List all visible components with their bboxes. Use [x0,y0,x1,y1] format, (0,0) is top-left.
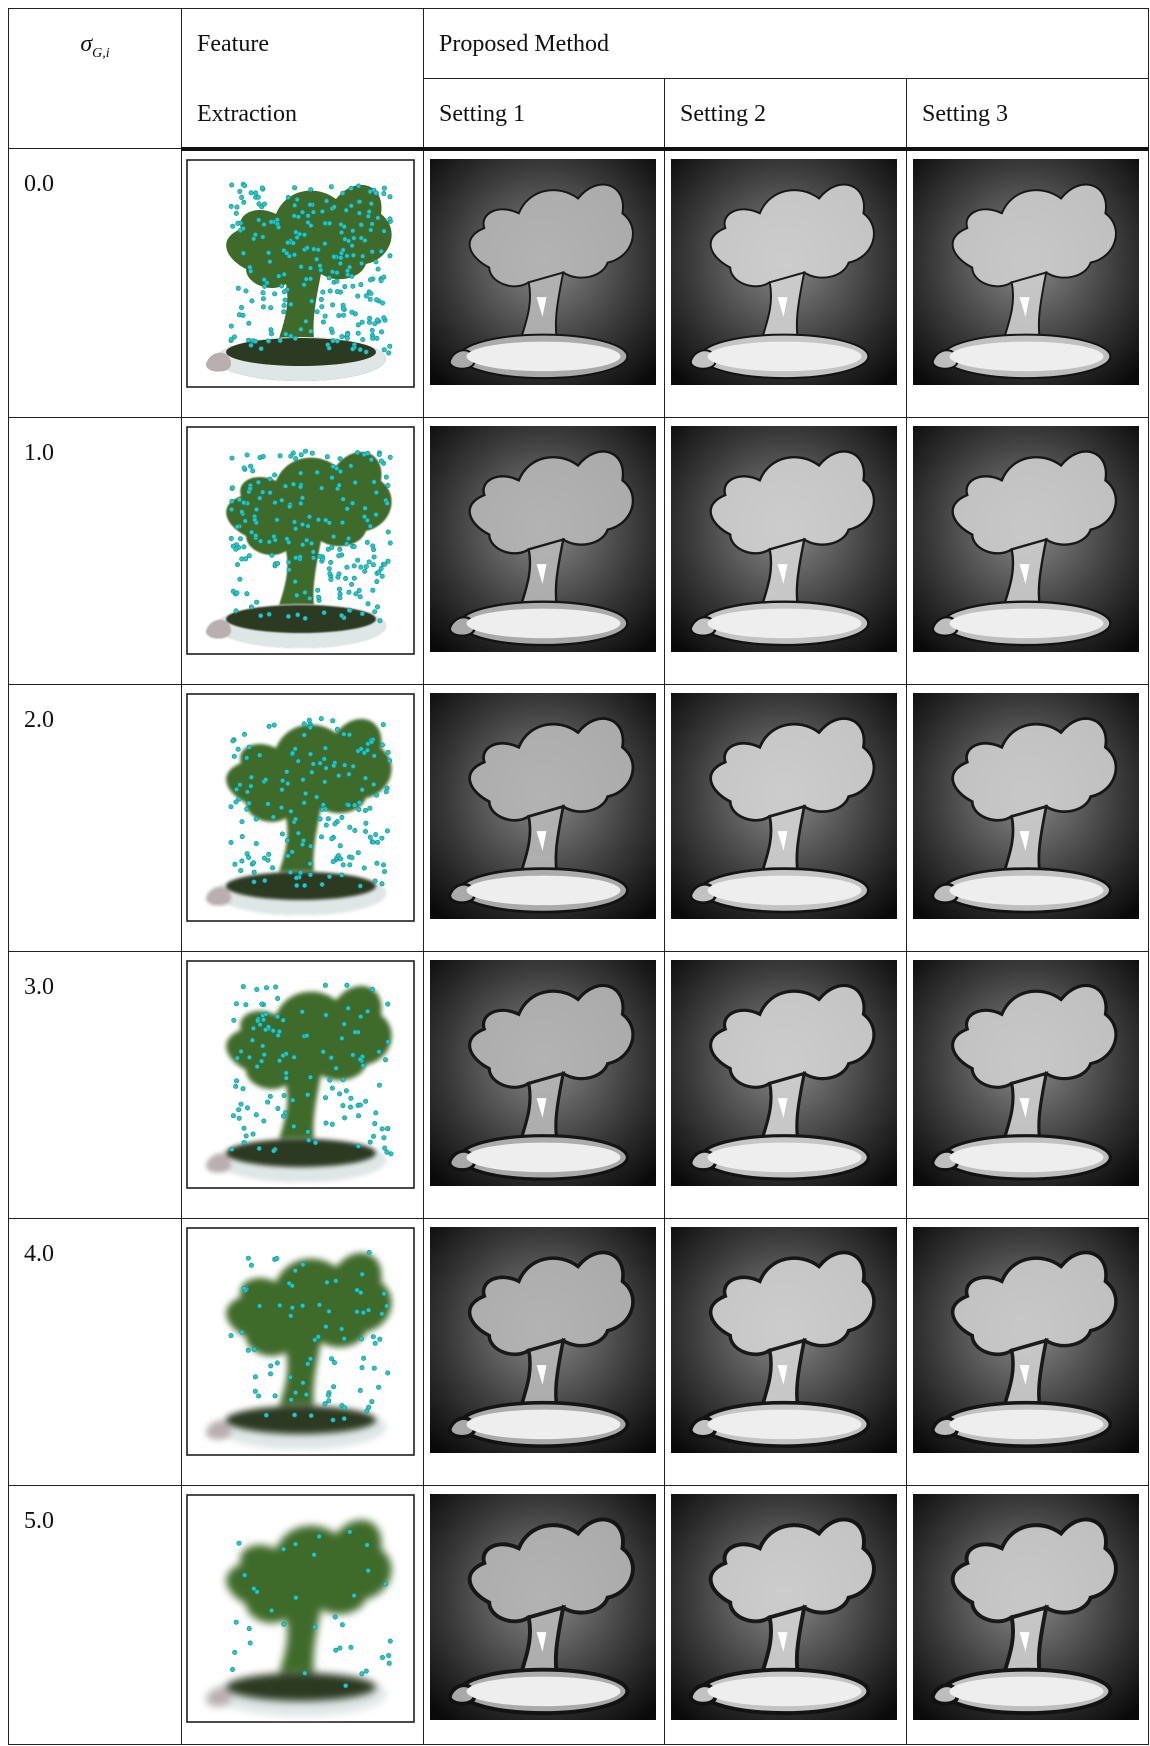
setting-header: Setting 3 [906,78,1149,151]
setting-cell [423,950,665,1219]
setting-cell [906,1217,1149,1486]
setting-cell [423,1484,665,1745]
feature-image [186,1226,415,1456]
header-text: Extraction [197,100,297,127]
saliency-image [430,959,656,1186]
sigma-value: 1.0 [24,439,54,466]
sigma-cell: 5.0 [8,1484,182,1745]
sigma-value: 3.0 [24,973,54,1000]
setting-header: Setting 1 [423,78,665,151]
sigma-value: 4.0 [24,1240,54,1267]
setting-cell [423,416,665,685]
sigma-cell: 4.0 [8,1217,182,1486]
setting-cell [906,148,1149,418]
setting-cell [906,1484,1149,1745]
saliency-image [913,959,1139,1186]
saliency-image [430,1493,656,1720]
saliency-image [430,692,656,919]
sigma-cell: 2.0 [8,683,182,952]
proposed-header: Proposed Method [423,8,1149,79]
feature-cell [181,683,424,952]
setting-cell [906,683,1149,952]
table-row: 0.0 [8,148,1149,418]
saliency-image [430,158,656,385]
table-row: 3.0 [8,950,1149,1219]
feature-cell [181,950,424,1219]
feature-cell [181,148,424,418]
setting-cell [664,1484,907,1745]
sigma-value: 0.0 [24,171,54,197]
setting-cell [906,950,1149,1219]
table-row: 1.0 [8,416,1149,685]
feature-image [186,959,415,1189]
setting-cell [664,683,907,952]
results-table: σG,i Feature Proposed Method Extraction … [8,8,1149,1745]
setting-cell [664,1217,907,1486]
table-row: 5.0 [8,1484,1149,1745]
setting-cell [664,416,907,685]
saliency-image [671,692,897,919]
feature-image [186,158,415,388]
sigma-value: 5.0 [24,1507,54,1534]
sigma-header: σG,i [8,8,182,149]
table-row: 2.0 [8,683,1149,952]
setting-cell [906,416,1149,685]
header-text: Setting 1 [439,101,526,127]
sigma-symbol: σ [80,31,93,57]
saliency-image [671,959,897,1186]
feature-image [186,1493,415,1723]
saliency-image [671,425,897,652]
saliency-image [913,425,1139,652]
setting-header: Setting 2 [664,78,907,151]
setting-cell [664,148,907,418]
saliency-image [913,692,1139,919]
extraction-header: Extraction [181,78,424,151]
feature-cell [181,416,424,685]
saliency-image [671,158,897,385]
sigma-subscript: G,i [92,45,110,61]
setting-cell [664,950,907,1219]
header-text: Feature [197,31,269,57]
feature-header: Feature [181,8,424,79]
header-text: Setting 3 [922,101,1009,127]
setting-cell [423,683,665,952]
feature-image [186,425,415,655]
setting-cell [423,148,665,418]
setting-cell [423,1217,665,1486]
feature-image [186,692,415,922]
sigma-cell: 1.0 [8,416,182,685]
sigma-value: 2.0 [24,706,54,733]
saliency-image [671,1493,897,1720]
header-text: Setting 2 [680,101,767,127]
saliency-image [430,425,656,652]
saliency-image [913,1493,1139,1720]
table-row: 4.0 [8,1217,1149,1486]
saliency-image [671,1226,897,1453]
feature-cell [181,1217,424,1486]
sigma-cell: 3.0 [8,950,182,1219]
saliency-image [430,1226,656,1453]
saliency-image [913,1226,1139,1453]
sigma-cell: 0.0 [8,148,182,418]
feature-cell [181,1484,424,1745]
saliency-image [913,158,1139,385]
header-text: Proposed Method [439,31,609,57]
